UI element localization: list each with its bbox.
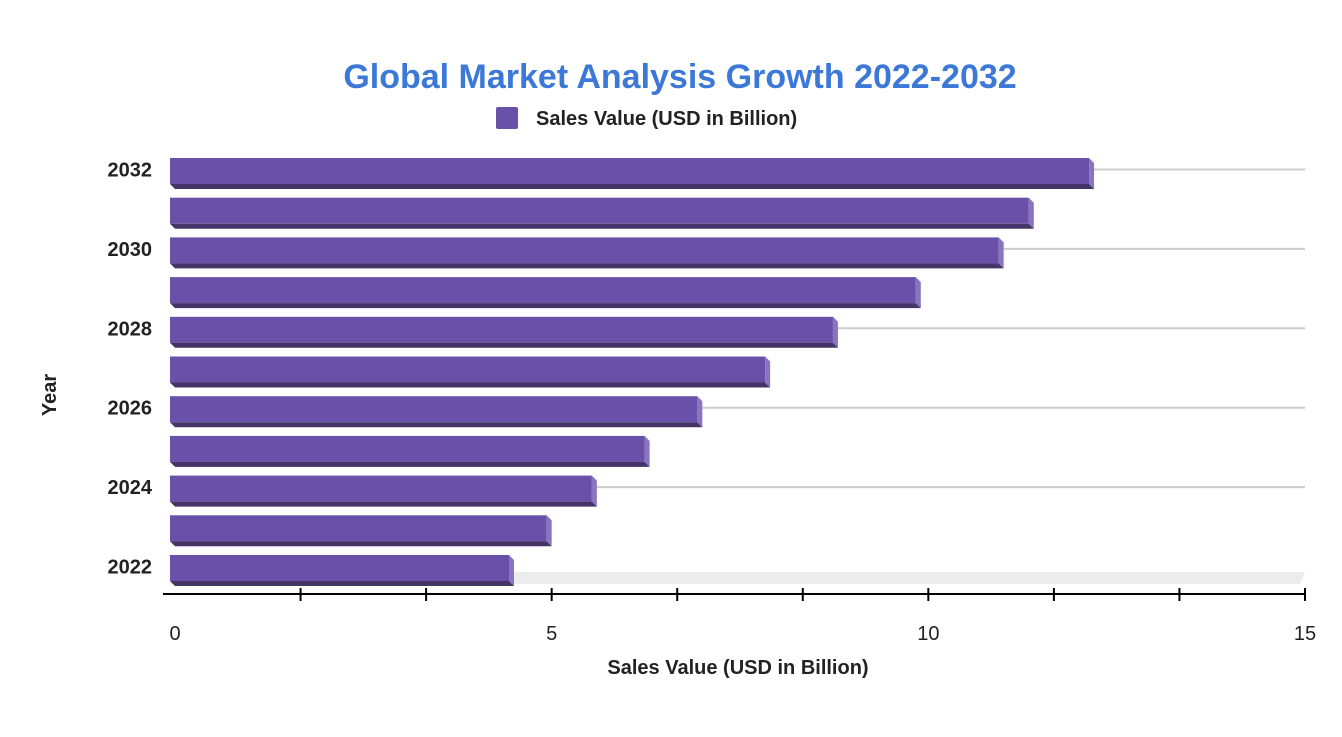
bar-front [170,237,999,264]
bar-bottom [170,263,1004,269]
bar-bottom [170,382,771,388]
bar-side [509,555,514,586]
bar-front [170,435,645,462]
x-tick-label: 10 [917,623,939,645]
bar-front [170,197,1029,224]
y-tick-label: 2024 [108,477,153,499]
bar-side [546,515,552,547]
bar-side [998,237,1004,269]
x-axis-label: Sales Value (USD in Billion) [607,657,868,679]
y-tick-label: 2030 [108,239,153,261]
bar-bottom [170,303,921,309]
bar-front [170,316,833,343]
bar-front [170,396,698,423]
bar-2025 [170,435,650,467]
x-tick-label: 0 [169,623,180,645]
bar-side [1089,158,1095,189]
bar-front [170,475,592,502]
bar-2029 [170,277,921,309]
bar-front [170,356,766,383]
bar-front [170,277,916,304]
y-tick-label: 2026 [108,398,153,420]
bar-side [591,475,597,507]
bar-front [170,515,547,542]
chart-title: Global Market Analysis Growth 2022-2032 [343,58,1016,96]
bar-bottom [170,223,1034,229]
bar-2026 [170,396,703,428]
bar-2030 [170,237,1004,269]
y-tick-label: 2028 [108,318,153,340]
bar-2023 [170,515,552,547]
bar-bottom [170,501,597,507]
bar-side [1028,197,1034,229]
bar-2032 [170,158,1095,189]
bar-side [915,277,921,309]
bar-bottom [170,581,514,586]
x-tick-label: 15 [1294,623,1316,645]
x-tick-label: 5 [546,623,557,645]
bar-bottom [170,461,650,467]
bar-bottom [170,342,838,348]
bar-side [644,435,650,467]
bar-front [170,555,509,581]
bar-front [170,158,1090,184]
bar-bottom [170,541,552,547]
legend-swatch [496,107,518,129]
bar-2027 [170,356,771,388]
y-tick-label: 2022 [108,557,153,579]
y-tick-label: 2032 [108,160,153,182]
bar-side [697,396,703,428]
bar-side [765,356,771,388]
bar-bottom [170,422,703,428]
bar-bottom [170,184,1095,189]
bar-2022 [170,555,514,586]
bar-side [832,316,838,348]
legend-label[interactable]: Sales Value (USD in Billion) [536,108,797,130]
y-axis-label: Year [39,374,61,416]
bar-2031 [170,197,1034,229]
bar-2028 [170,316,838,348]
bar-2024 [170,475,597,507]
